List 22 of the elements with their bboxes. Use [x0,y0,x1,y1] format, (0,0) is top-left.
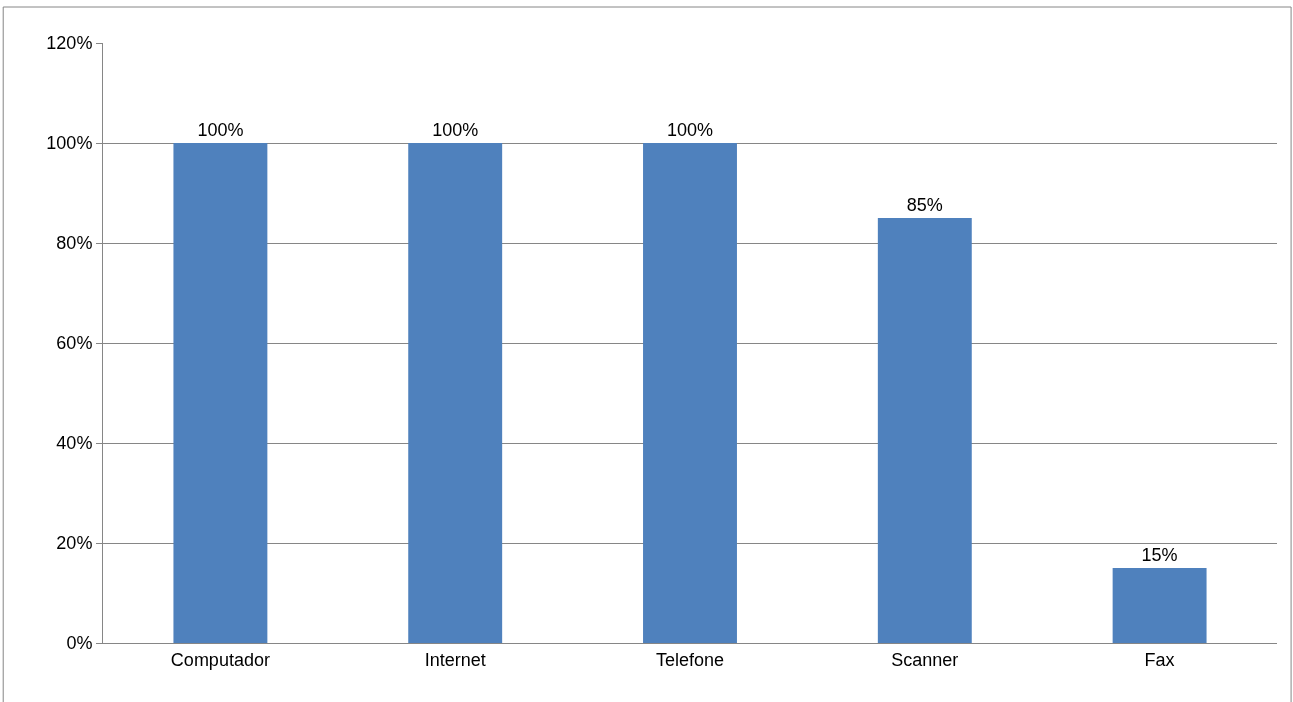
y-tick-label: 40% [56,433,93,454]
data-label: 100% [432,120,479,140]
data-label: 100% [666,120,714,140]
x-tick-label: Fax [1144,649,1175,670]
x-tick-label: Computador [170,649,270,670]
y-tick-label: 20% [56,533,93,554]
y-tick-label: 60% [56,333,93,354]
y-tick-label: 80% [56,233,93,254]
x-tick-label: Internet [424,649,486,670]
data-label: 85% [906,195,943,215]
y-tick-label: 0% [66,633,93,654]
bar [173,143,268,643]
y-tick-label: 120% [46,33,93,54]
bar [408,143,503,643]
x-tick-label: Scanner [891,649,959,670]
bar [1112,568,1207,643]
bar [643,143,737,643]
x-tick-label: Telefone [655,649,725,670]
y-tick-label: 100% [46,133,93,154]
bar [877,218,972,643]
data-label: 15% [1141,545,1178,565]
data-label: 100% [197,120,244,140]
